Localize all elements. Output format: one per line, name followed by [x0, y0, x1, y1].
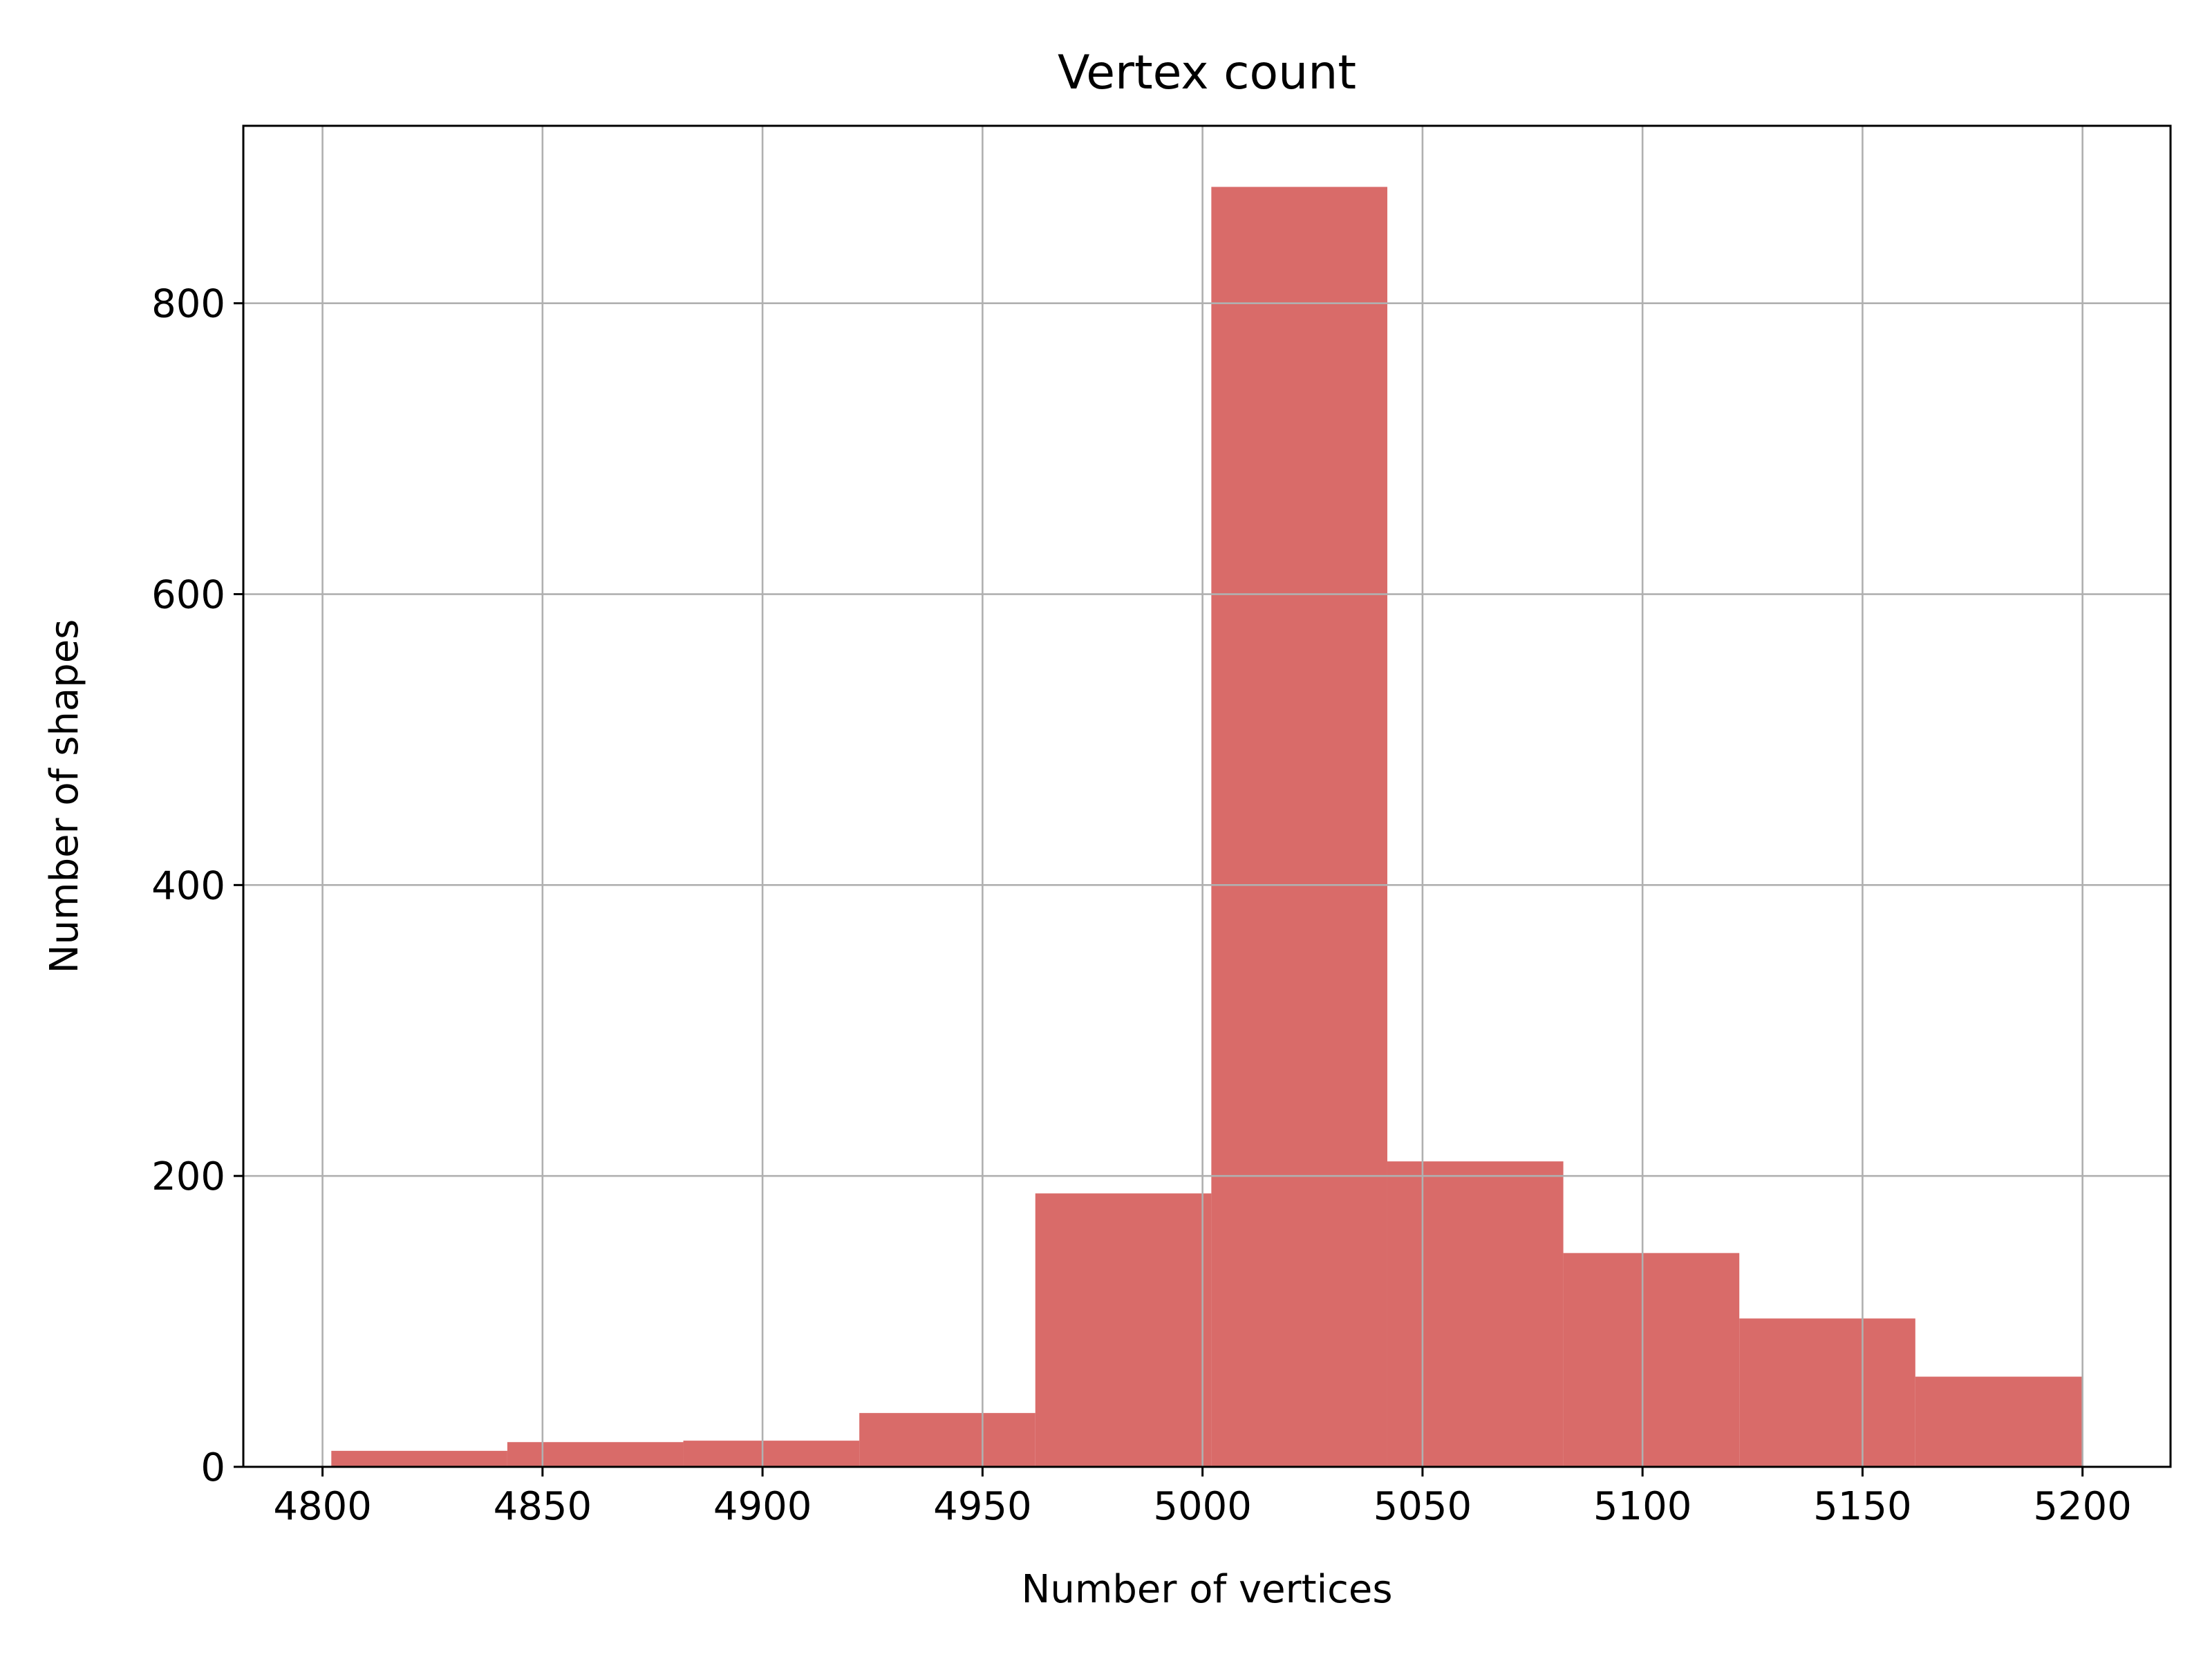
histogram-bar-9 — [1739, 1318, 1915, 1467]
histogram-bar-2 — [507, 1442, 684, 1467]
histogram-bar-10 — [1915, 1376, 2083, 1467]
histogram-bar-3 — [683, 1441, 860, 1467]
x-tick-label: 4950 — [933, 1484, 1032, 1529]
histogram-bar-4 — [859, 1413, 1035, 1467]
y-axis-label: Number of shapes — [42, 619, 87, 974]
x-axis-label: Number of vertices — [1021, 1567, 1392, 1612]
y-tick-label: 0 — [200, 1445, 225, 1490]
histogram-bar-6 — [1211, 187, 1387, 1468]
x-tick-label: 5100 — [1593, 1484, 1692, 1529]
x-tick-label: 5200 — [2033, 1484, 2132, 1529]
histogram-bar-5 — [1035, 1193, 1212, 1467]
y-tick-label: 800 — [151, 282, 225, 327]
x-tick-label: 4800 — [273, 1484, 372, 1529]
y-tick-label: 600 — [151, 573, 225, 618]
histogram-bars — [331, 187, 2083, 1468]
histogram-bar-8 — [1563, 1253, 1740, 1467]
axis-ticks: 4800 4850 4900 4950 5000 5050 5100 5150 5200 0 200… — [151, 282, 2132, 1529]
plot-frame — [242, 124, 2172, 1468]
histogram-bar-1 — [331, 1450, 507, 1467]
x-tick-label: 5150 — [1813, 1484, 1912, 1529]
x-tick-label: 5050 — [1374, 1484, 1472, 1529]
y-tick-label: 400 — [151, 863, 225, 908]
x-tick-label: 5000 — [1153, 1484, 1252, 1529]
x-tick-label: 4900 — [713, 1484, 812, 1529]
y-tick-label: 200 — [151, 1154, 225, 1199]
chart-title: Vertex count — [1058, 46, 1356, 100]
histogram-bar-7 — [1387, 1161, 1564, 1467]
x-tick-label: 4850 — [494, 1484, 592, 1529]
